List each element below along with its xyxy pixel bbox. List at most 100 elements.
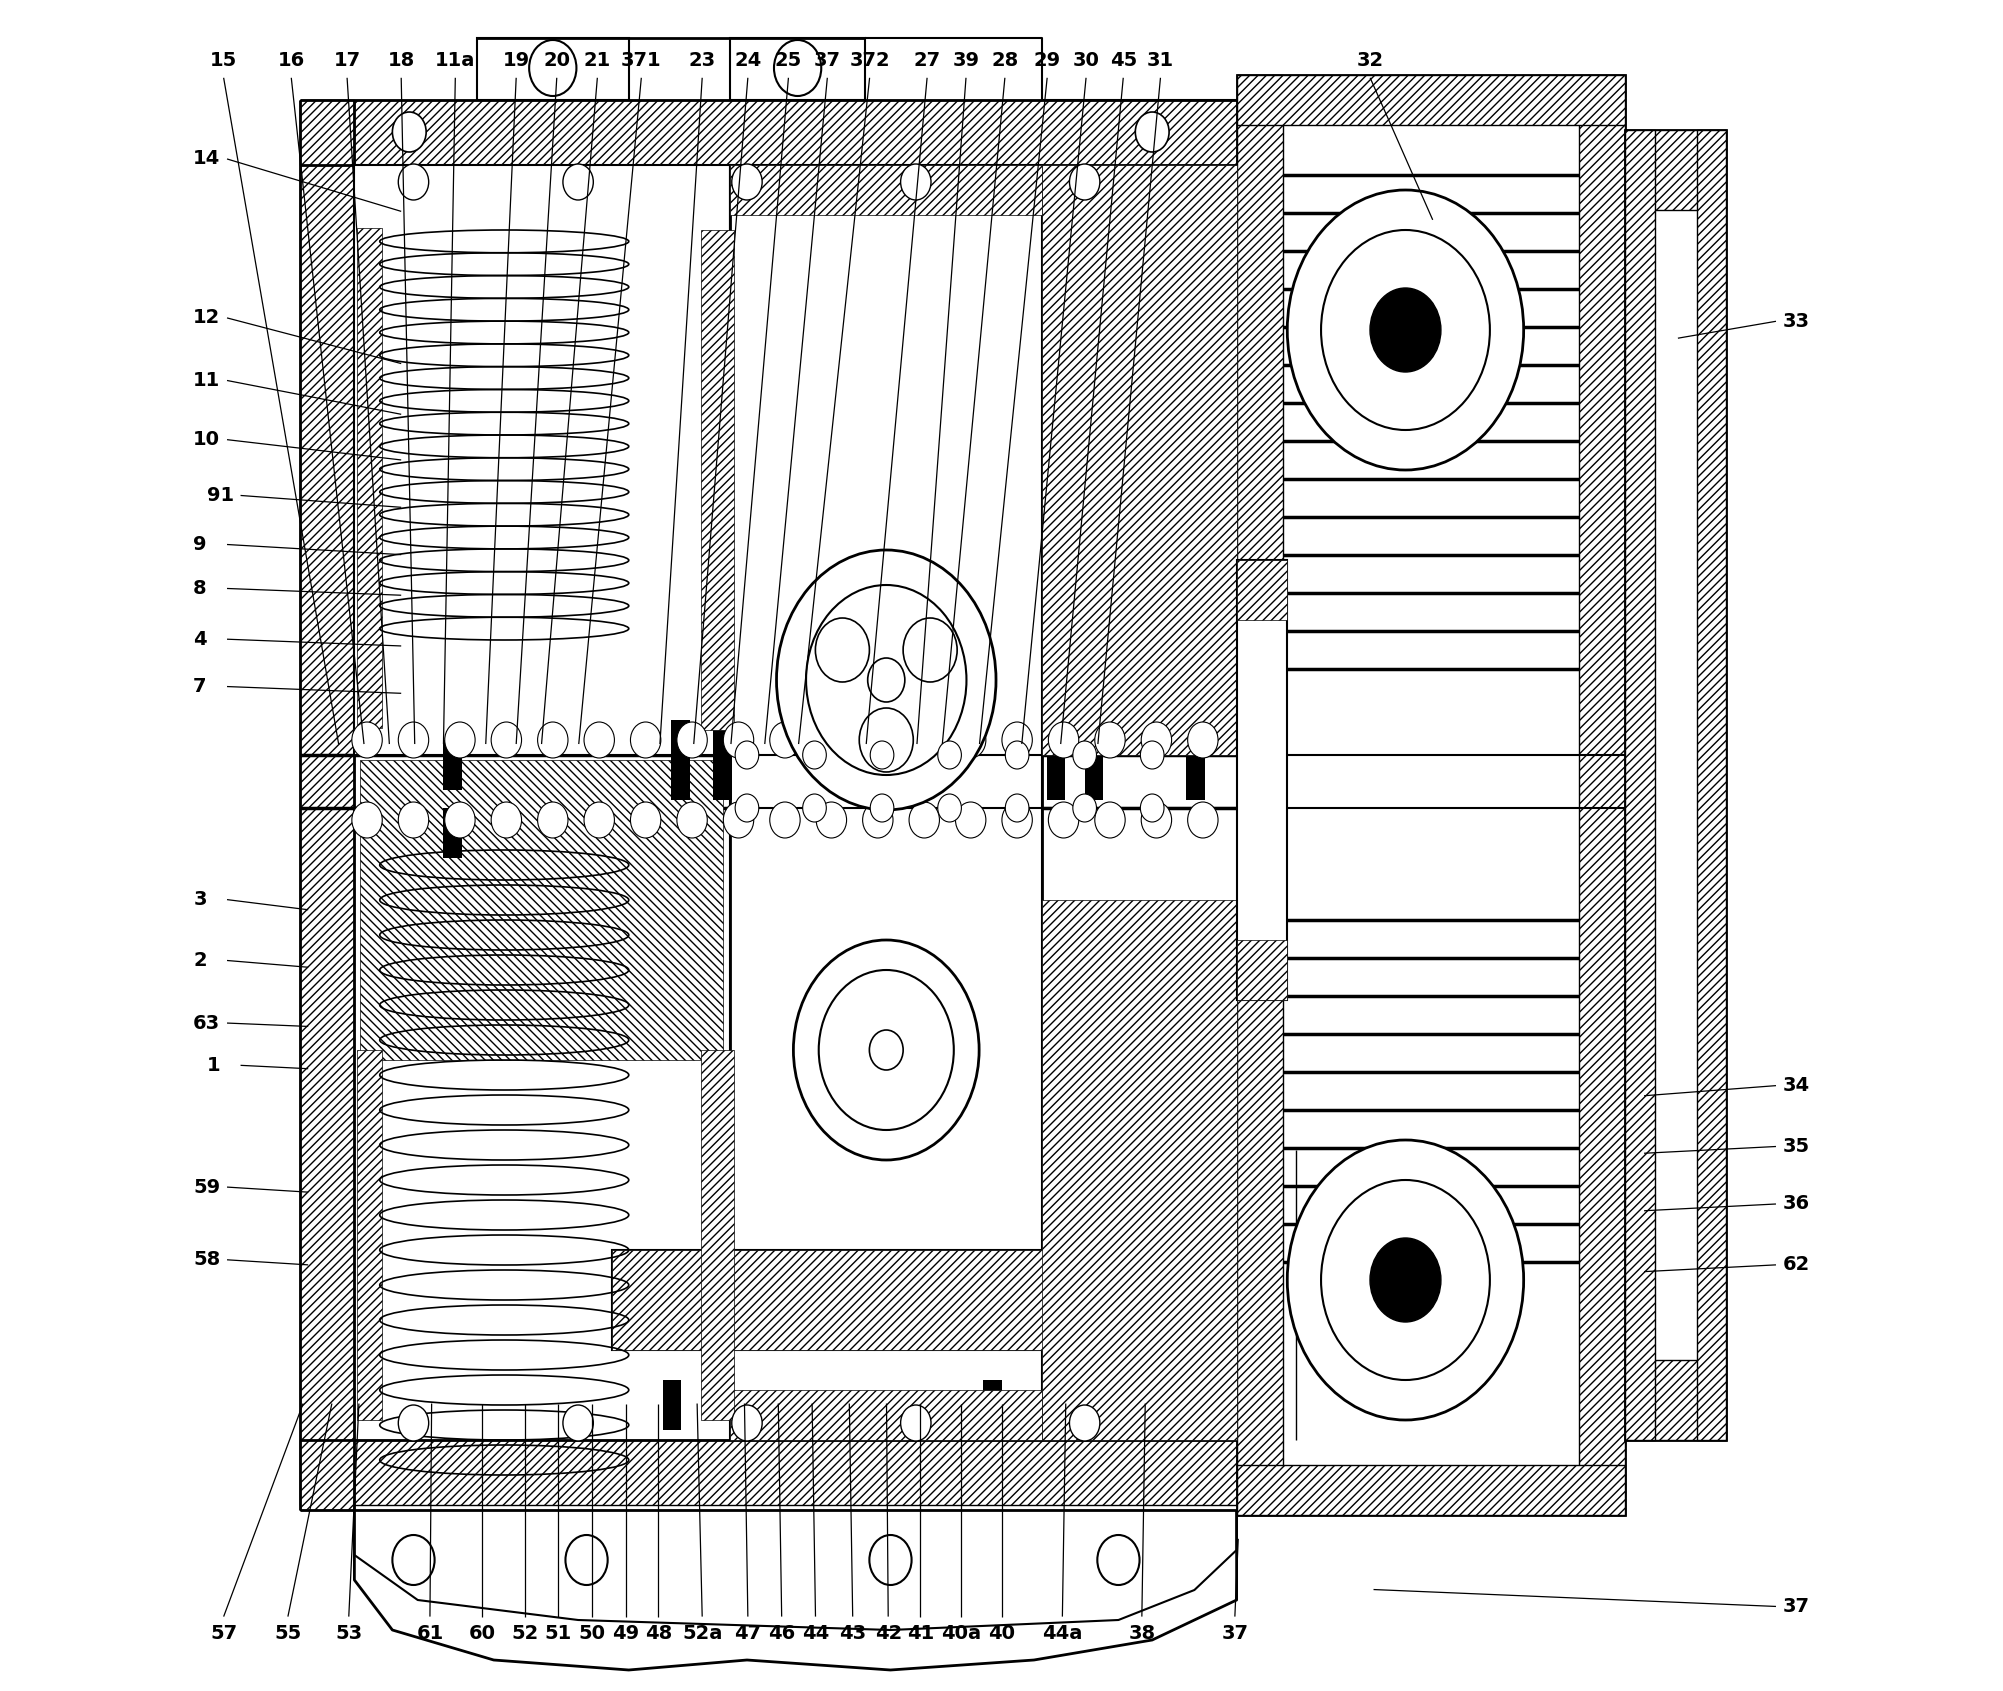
Ellipse shape	[1006, 741, 1030, 769]
Text: 58: 58	[192, 1250, 220, 1270]
Text: 25: 25	[775, 51, 801, 71]
Text: 11: 11	[192, 370, 220, 391]
Ellipse shape	[1074, 741, 1096, 769]
Text: 7: 7	[192, 676, 206, 697]
Text: 60: 60	[469, 1623, 497, 1644]
Ellipse shape	[399, 164, 429, 200]
Text: 45: 45	[1110, 51, 1138, 71]
Ellipse shape	[815, 722, 847, 758]
Ellipse shape	[1070, 1405, 1100, 1441]
Bar	[729, 166, 1042, 1441]
Text: 51: 51	[545, 1623, 573, 1644]
Ellipse shape	[537, 722, 569, 758]
Ellipse shape	[901, 164, 931, 200]
Text: 91: 91	[206, 485, 234, 506]
Ellipse shape	[903, 617, 957, 681]
Bar	[713, 720, 731, 800]
Bar	[355, 166, 729, 754]
Ellipse shape	[1142, 802, 1172, 839]
Bar	[1236, 1464, 1624, 1515]
Ellipse shape	[869, 1030, 903, 1070]
Bar	[1624, 130, 1727, 1441]
Ellipse shape	[1096, 802, 1126, 839]
Ellipse shape	[563, 164, 593, 200]
Ellipse shape	[537, 802, 569, 839]
Text: 18: 18	[387, 51, 415, 71]
Ellipse shape	[909, 722, 939, 758]
Text: 372: 372	[849, 51, 889, 71]
Text: 28: 28	[991, 51, 1018, 71]
Ellipse shape	[631, 722, 661, 758]
Bar	[357, 228, 383, 729]
Ellipse shape	[1288, 1140, 1524, 1420]
Ellipse shape	[1188, 802, 1218, 839]
Bar	[361, 759, 723, 1060]
Text: 36: 36	[1783, 1194, 1811, 1214]
Ellipse shape	[565, 1535, 607, 1584]
Bar	[1236, 74, 1624, 1515]
Ellipse shape	[937, 795, 961, 822]
Ellipse shape	[491, 722, 521, 758]
Ellipse shape	[1048, 802, 1080, 839]
Ellipse shape	[1370, 1238, 1440, 1322]
Text: 40: 40	[987, 1623, 1016, 1644]
Bar	[1236, 940, 1288, 999]
Text: 35: 35	[1783, 1136, 1811, 1157]
Polygon shape	[477, 37, 629, 100]
Text: 14: 14	[192, 149, 220, 169]
Text: 27: 27	[913, 51, 941, 71]
Text: 10: 10	[192, 430, 220, 450]
Bar	[1578, 74, 1624, 1515]
Bar	[701, 1050, 735, 1420]
Text: 37: 37	[1222, 1623, 1248, 1644]
Text: 1: 1	[206, 1055, 220, 1075]
Ellipse shape	[529, 41, 577, 96]
Ellipse shape	[445, 802, 475, 839]
Text: 63: 63	[192, 1013, 220, 1033]
Ellipse shape	[353, 722, 383, 758]
Bar	[443, 808, 461, 857]
Text: 44: 44	[801, 1623, 829, 1644]
Ellipse shape	[769, 802, 799, 839]
Text: 17: 17	[335, 51, 361, 71]
Text: 52a: 52a	[681, 1623, 723, 1644]
Text: 55: 55	[274, 1623, 302, 1644]
Bar	[1042, 900, 1236, 1441]
Ellipse shape	[723, 722, 753, 758]
Bar	[1160, 1091, 1180, 1135]
Bar	[611, 1300, 1170, 1349]
Text: 44a: 44a	[1042, 1623, 1082, 1644]
Ellipse shape	[1074, 795, 1096, 822]
Bar	[611, 1250, 1170, 1349]
Ellipse shape	[731, 164, 763, 200]
Ellipse shape	[1002, 802, 1032, 839]
Ellipse shape	[859, 709, 913, 773]
Text: 2: 2	[192, 950, 206, 971]
Ellipse shape	[863, 722, 893, 758]
Text: 33: 33	[1783, 311, 1811, 331]
Text: 42: 42	[875, 1623, 901, 1644]
Bar	[611, 1250, 1170, 1300]
Bar	[729, 166, 1042, 215]
Ellipse shape	[1002, 722, 1032, 758]
Text: 30: 30	[1074, 51, 1100, 71]
Ellipse shape	[869, 795, 893, 822]
Text: 37: 37	[813, 51, 841, 71]
Text: 57: 57	[210, 1623, 236, 1644]
Text: 59: 59	[192, 1177, 220, 1197]
Bar	[357, 1050, 383, 1420]
Text: 24: 24	[735, 51, 761, 71]
Text: 15: 15	[210, 51, 236, 71]
Bar	[1624, 1360, 1727, 1441]
Ellipse shape	[773, 41, 821, 96]
Text: 11a: 11a	[435, 51, 475, 71]
Ellipse shape	[393, 1535, 435, 1584]
Ellipse shape	[803, 795, 827, 822]
Text: 50: 50	[579, 1623, 605, 1644]
Bar	[701, 230, 735, 731]
Ellipse shape	[677, 802, 707, 839]
Ellipse shape	[723, 802, 753, 839]
Ellipse shape	[399, 722, 429, 758]
Ellipse shape	[445, 722, 475, 758]
Ellipse shape	[1048, 722, 1080, 758]
